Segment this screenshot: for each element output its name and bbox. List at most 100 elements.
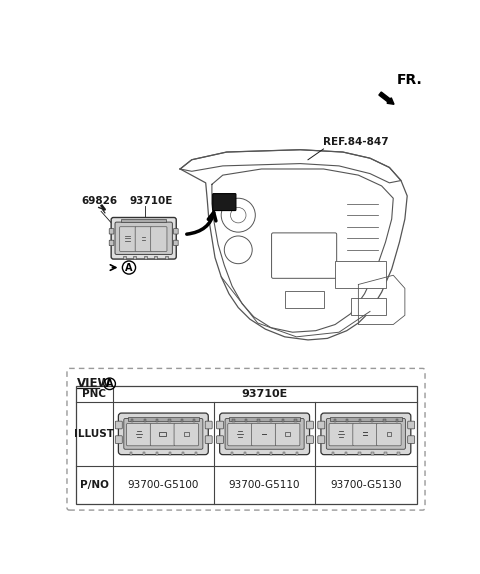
Bar xyxy=(270,452,272,455)
Text: 93700-G5110: 93700-G5110 xyxy=(229,480,300,490)
FancyBboxPatch shape xyxy=(272,233,336,278)
Bar xyxy=(371,452,373,455)
Bar xyxy=(396,419,398,421)
FancyBboxPatch shape xyxy=(67,369,425,510)
Bar xyxy=(130,452,132,455)
FancyBboxPatch shape xyxy=(216,436,224,444)
FancyBboxPatch shape xyxy=(124,418,203,449)
Bar xyxy=(133,256,136,259)
FancyArrow shape xyxy=(379,92,394,104)
Bar xyxy=(397,452,399,455)
Bar xyxy=(283,452,285,455)
FancyBboxPatch shape xyxy=(216,421,224,429)
Bar xyxy=(346,419,348,421)
Bar xyxy=(244,452,246,455)
Text: P/NO: P/NO xyxy=(80,480,108,490)
Bar xyxy=(144,256,147,259)
FancyBboxPatch shape xyxy=(150,424,175,446)
Bar xyxy=(334,419,336,421)
FancyBboxPatch shape xyxy=(119,413,208,455)
FancyBboxPatch shape xyxy=(228,424,252,446)
Bar xyxy=(143,452,145,455)
Text: ILLUST: ILLUST xyxy=(74,429,114,439)
FancyBboxPatch shape xyxy=(213,193,236,211)
FancyBboxPatch shape xyxy=(326,418,406,449)
Bar xyxy=(257,452,259,455)
FancyBboxPatch shape xyxy=(174,240,178,246)
Bar xyxy=(345,452,348,455)
Bar xyxy=(156,452,158,455)
FancyBboxPatch shape xyxy=(127,424,151,446)
Bar xyxy=(232,419,235,421)
FancyBboxPatch shape xyxy=(306,436,313,444)
Bar xyxy=(144,419,146,421)
Bar xyxy=(270,419,272,421)
Bar xyxy=(335,261,385,288)
Bar xyxy=(182,452,184,455)
Bar xyxy=(358,452,360,455)
FancyBboxPatch shape xyxy=(306,421,313,429)
Text: 93710E: 93710E xyxy=(130,196,173,206)
FancyBboxPatch shape xyxy=(321,413,411,455)
FancyBboxPatch shape xyxy=(151,227,167,251)
Bar xyxy=(285,290,324,308)
Bar xyxy=(384,452,386,455)
Text: VIEW: VIEW xyxy=(77,377,111,390)
Text: 93700-G5130: 93700-G5130 xyxy=(330,480,402,490)
Bar xyxy=(128,417,199,421)
Bar xyxy=(245,419,247,421)
FancyBboxPatch shape xyxy=(318,421,325,429)
Text: A: A xyxy=(125,262,133,273)
FancyBboxPatch shape xyxy=(120,227,136,251)
FancyBboxPatch shape xyxy=(225,418,304,449)
FancyBboxPatch shape xyxy=(205,421,212,429)
Text: REF.84-847: REF.84-847 xyxy=(324,137,389,148)
Text: 93710E: 93710E xyxy=(241,389,288,399)
FancyBboxPatch shape xyxy=(115,421,122,429)
Bar xyxy=(371,419,373,421)
Bar xyxy=(359,419,361,421)
Bar xyxy=(193,419,195,421)
FancyBboxPatch shape xyxy=(318,436,325,444)
Bar xyxy=(184,432,189,436)
FancyBboxPatch shape xyxy=(252,424,276,446)
Text: 69826: 69826 xyxy=(82,196,118,206)
FancyBboxPatch shape xyxy=(111,218,176,259)
Bar xyxy=(330,417,401,421)
Bar xyxy=(156,419,158,421)
Bar xyxy=(75,386,417,504)
FancyBboxPatch shape xyxy=(408,436,415,444)
Bar xyxy=(131,419,133,421)
FancyBboxPatch shape xyxy=(377,424,401,446)
FancyBboxPatch shape xyxy=(174,424,199,446)
Bar xyxy=(231,452,233,455)
Bar xyxy=(296,452,298,455)
Bar xyxy=(386,432,391,436)
FancyBboxPatch shape xyxy=(408,421,415,429)
FancyBboxPatch shape xyxy=(353,424,377,446)
Bar xyxy=(195,452,197,455)
Text: FR.: FR. xyxy=(396,73,422,87)
Bar xyxy=(181,419,183,421)
FancyBboxPatch shape xyxy=(109,240,114,246)
Bar xyxy=(165,256,168,259)
Bar xyxy=(229,417,300,421)
FancyBboxPatch shape xyxy=(135,227,152,251)
FancyBboxPatch shape xyxy=(220,413,310,455)
Bar xyxy=(332,452,335,455)
FancyBboxPatch shape xyxy=(329,424,354,446)
FancyBboxPatch shape xyxy=(115,436,122,444)
Bar xyxy=(121,219,166,222)
FancyBboxPatch shape xyxy=(115,222,172,254)
Bar xyxy=(282,419,284,421)
FancyBboxPatch shape xyxy=(205,436,212,444)
Bar xyxy=(294,419,297,421)
Bar xyxy=(285,432,290,436)
Bar xyxy=(257,419,260,421)
FancyBboxPatch shape xyxy=(109,228,114,234)
Bar xyxy=(168,419,171,421)
Bar xyxy=(350,298,385,315)
Text: A: A xyxy=(106,379,113,389)
FancyBboxPatch shape xyxy=(276,424,300,446)
Bar xyxy=(159,432,166,436)
